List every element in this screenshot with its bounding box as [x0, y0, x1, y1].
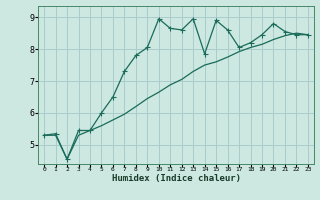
X-axis label: Humidex (Indice chaleur): Humidex (Indice chaleur)	[111, 174, 241, 183]
